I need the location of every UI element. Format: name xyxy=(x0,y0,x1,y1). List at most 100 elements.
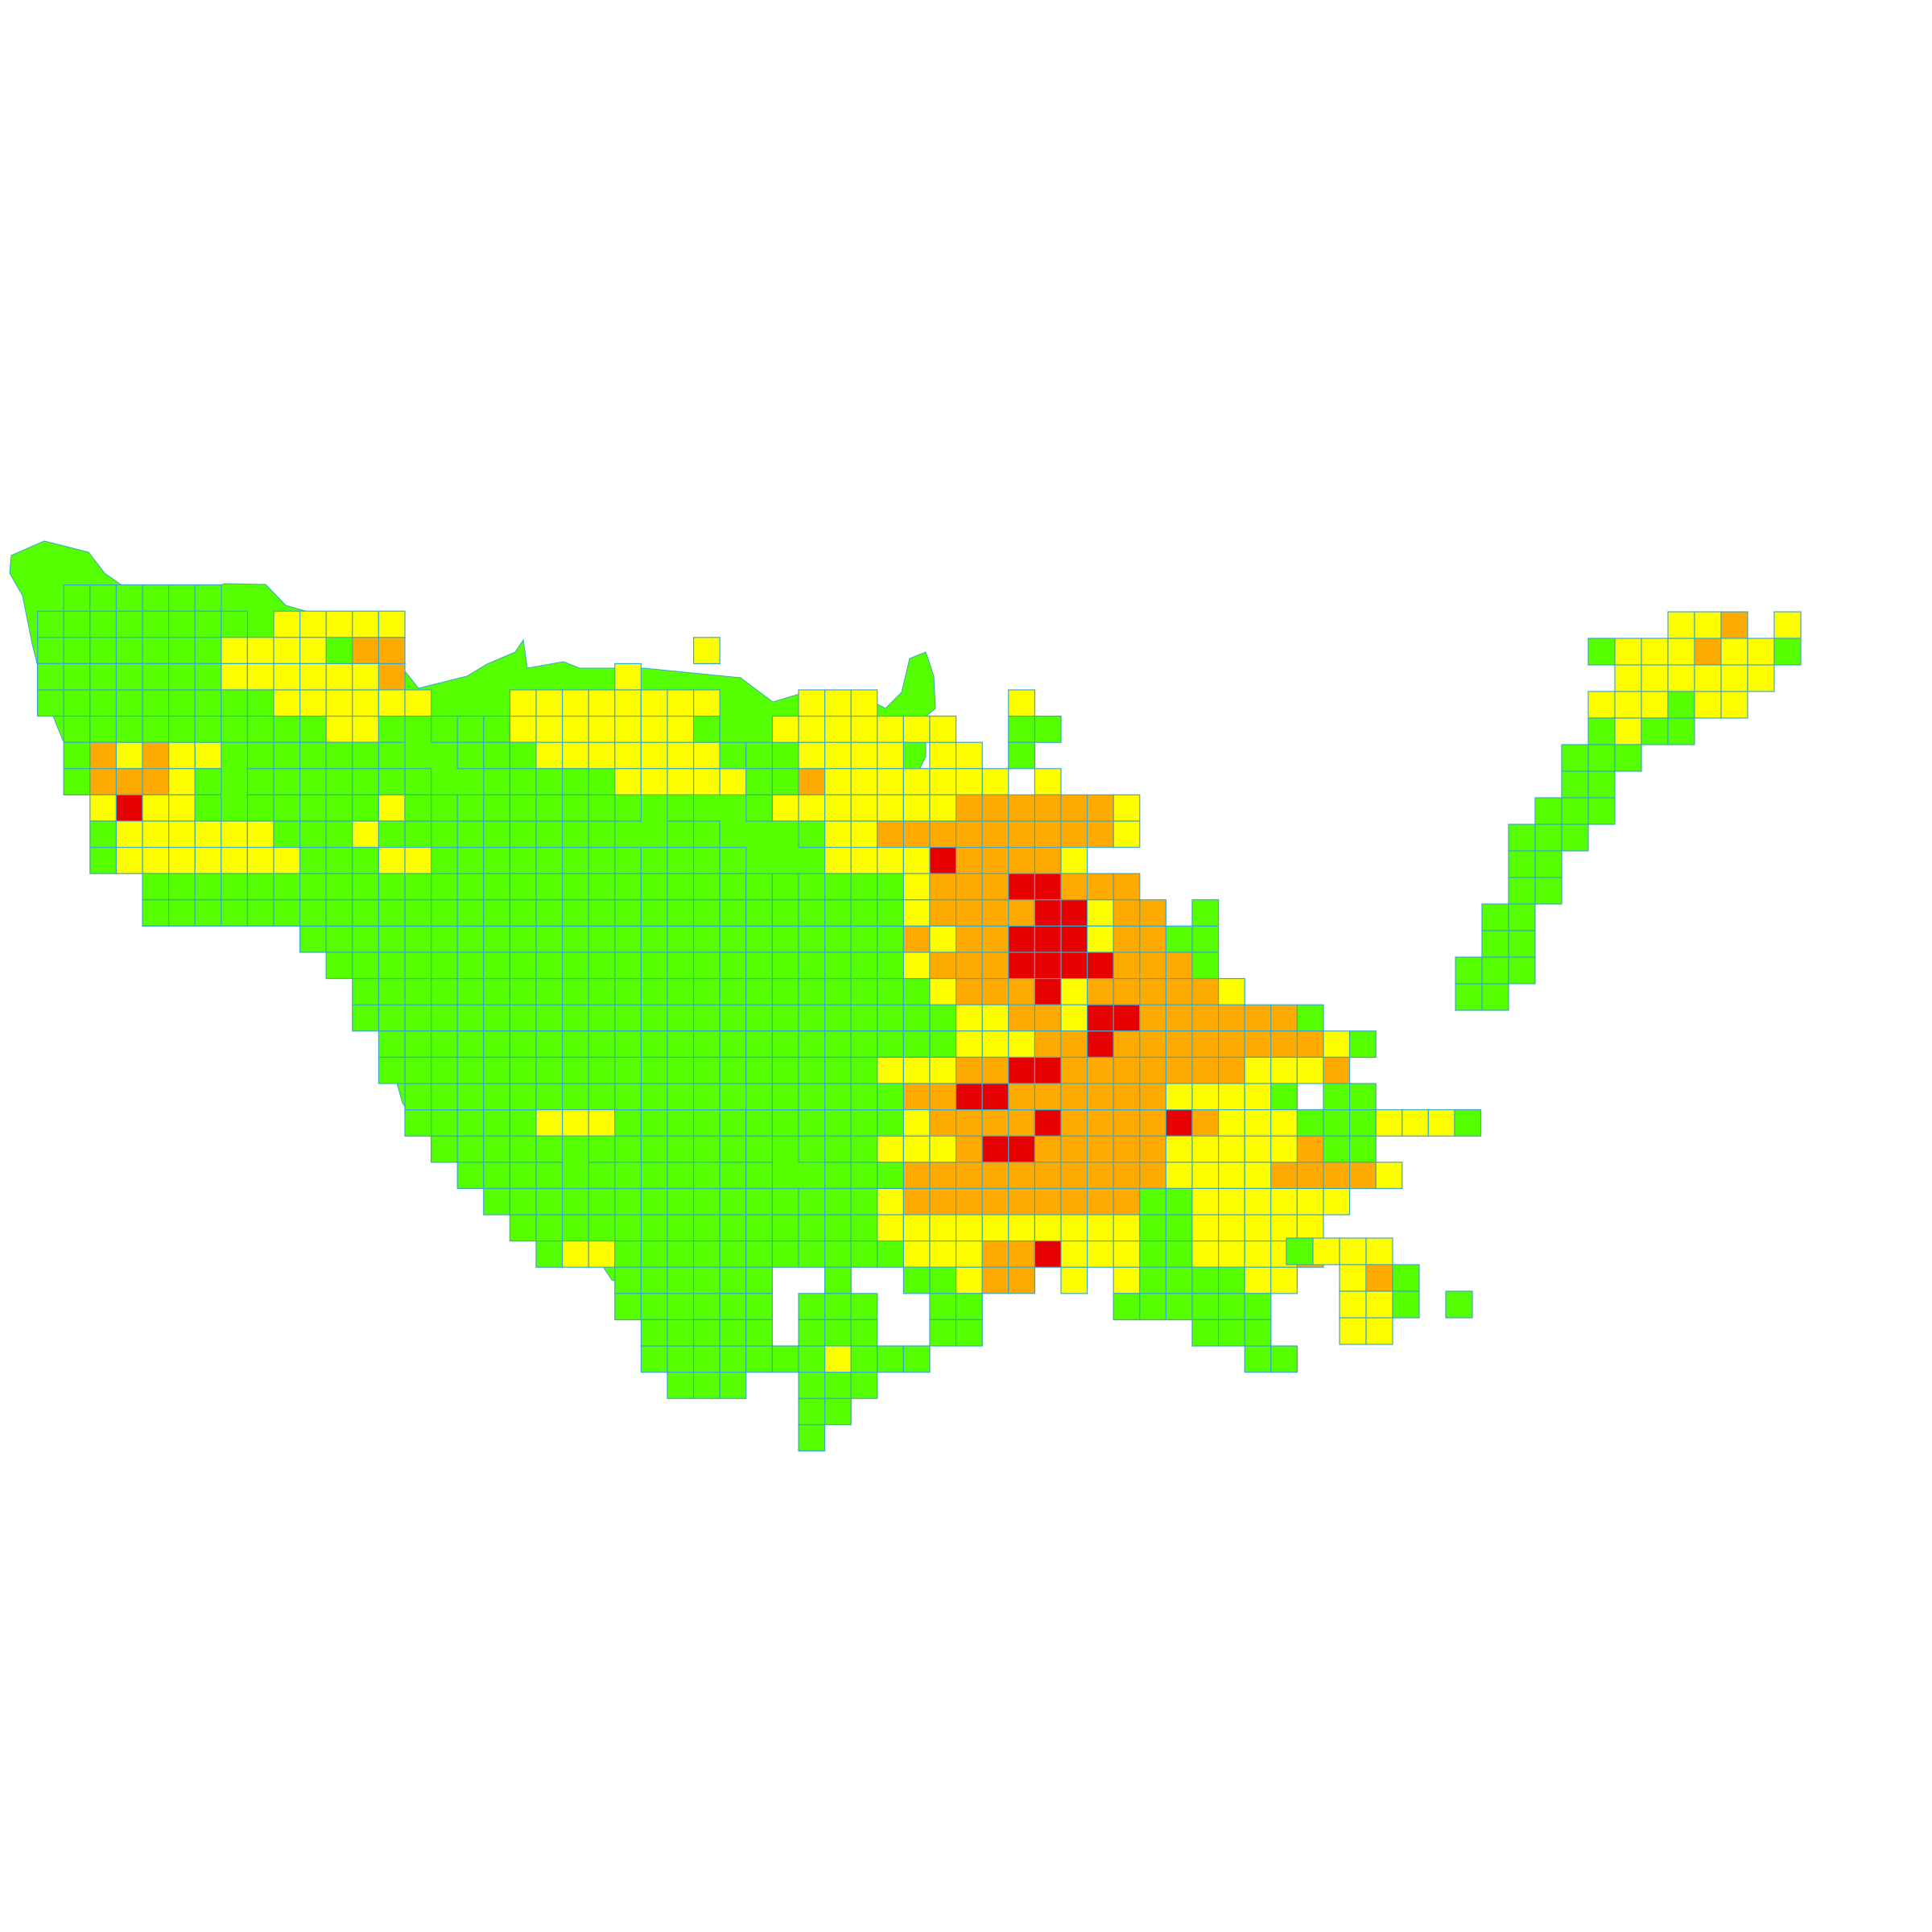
main-landmass-cell xyxy=(745,1293,773,1321)
main-landmass-cell xyxy=(509,1004,537,1032)
main-landmass-cell xyxy=(824,1240,852,1268)
main-landmass-cell xyxy=(824,1056,852,1084)
main-landmass-cell xyxy=(483,925,510,953)
main-landmass-cell xyxy=(692,1214,720,1242)
main-landmass-cell xyxy=(798,1345,826,1373)
main-landmass-cell xyxy=(1454,1108,1482,1137)
main-landmass-cell xyxy=(1270,1083,1298,1111)
main-landmass-cell xyxy=(692,952,720,980)
main-landmass-cell xyxy=(614,1004,642,1032)
main-landmass-cell xyxy=(667,741,695,770)
main-landmass-cell xyxy=(692,689,720,717)
main-landmass-cell xyxy=(850,1293,878,1321)
main-landmass-cell xyxy=(299,637,327,664)
main-landmass-cell xyxy=(929,1187,957,1216)
main-landmass-cell xyxy=(640,1135,668,1163)
main-landmass-cell xyxy=(509,715,537,743)
main-landmass-cell xyxy=(1270,1004,1298,1032)
main-landmass-cell xyxy=(404,873,432,901)
main-landmass-cell xyxy=(378,715,406,743)
main-landmass-cell xyxy=(850,1083,878,1111)
main-landmass-cell xyxy=(1034,1004,1062,1032)
peninsula-cell xyxy=(1312,1237,1340,1265)
main-landmass-cell xyxy=(1139,1108,1167,1137)
main-landmass-cell xyxy=(299,715,327,743)
main-landmass-cell xyxy=(378,741,406,770)
main-landmass-cell xyxy=(221,873,248,901)
main-landmass-cell xyxy=(509,1214,537,1242)
main-landmass-cell xyxy=(771,1030,799,1059)
island-cell xyxy=(1561,797,1589,825)
main-landmass-cell xyxy=(430,794,458,822)
main-landmass-cell xyxy=(1139,1083,1167,1111)
main-landmass-cell xyxy=(588,952,616,980)
main-landmass-cell xyxy=(902,873,931,901)
main-landmass-cell xyxy=(877,899,905,927)
main-landmass-cell xyxy=(1375,1162,1403,1190)
main-landmass-cell xyxy=(745,1345,773,1373)
main-landmass-cell xyxy=(824,1293,852,1321)
island-cell xyxy=(1534,850,1563,878)
main-landmass-cell xyxy=(1217,1240,1245,1268)
main-landmass-cell xyxy=(1008,899,1036,927)
main-landmass-cell xyxy=(246,846,275,874)
main-landmass-cell xyxy=(955,1135,983,1163)
main-landmass-cell xyxy=(1217,1108,1245,1137)
main-landmass-cell xyxy=(981,820,1009,848)
main-landmass-cell xyxy=(588,794,616,822)
main-landmass-cell xyxy=(588,1240,616,1268)
main-landmass-cell xyxy=(877,1004,905,1032)
main-landmass-cell xyxy=(692,715,720,743)
main-landmass-cell xyxy=(640,715,668,743)
main-landmass-cell xyxy=(692,1345,720,1373)
island-cell xyxy=(1694,638,1722,666)
main-landmass-cell xyxy=(168,715,196,743)
main-landmass-cell xyxy=(325,794,353,822)
main-landmass-cell xyxy=(246,715,275,743)
main-landmass-cell xyxy=(745,741,773,770)
main-landmass-cell xyxy=(1244,1240,1272,1268)
main-landmass-cell xyxy=(824,925,852,953)
main-landmass-cell xyxy=(1244,1056,1272,1084)
main-landmass-cell xyxy=(273,637,301,664)
main-landmass-cell xyxy=(1008,873,1036,901)
main-landmass-cell xyxy=(509,899,537,927)
main-landmass-cell xyxy=(404,689,432,717)
main-landmass-cell xyxy=(194,768,222,795)
main-landmass-cell xyxy=(850,689,878,717)
main-landmass-cell xyxy=(194,663,222,691)
main-landmass-cell xyxy=(1113,1135,1141,1163)
main-landmass-cell xyxy=(1086,1004,1114,1032)
main-landmass-cell xyxy=(692,899,720,927)
main-landmass-cell xyxy=(824,1108,852,1137)
main-landmass-cell xyxy=(850,925,878,953)
main-landmass-cell xyxy=(771,1108,799,1137)
main-landmass-cell xyxy=(273,741,301,770)
island-cell xyxy=(1587,797,1616,825)
main-landmass-cell xyxy=(929,1135,957,1163)
main-landmass-cell xyxy=(667,768,695,795)
island-cell xyxy=(1587,744,1616,772)
main-landmass-cell xyxy=(1191,1004,1220,1032)
main-landmass-cell xyxy=(352,820,379,848)
main-landmass-cell xyxy=(1323,1056,1351,1084)
main-landmass-cell xyxy=(824,1319,852,1347)
main-landmass-cell xyxy=(378,610,406,638)
main-landmass-cell xyxy=(745,1056,773,1084)
main-landmass-cell xyxy=(221,846,248,874)
main-landmass-cell xyxy=(246,873,275,901)
main-landmass-cell xyxy=(955,741,983,770)
main-landmass-cell xyxy=(456,794,485,822)
main-landmass-cell xyxy=(588,741,616,770)
main-landmass-cell xyxy=(352,794,379,822)
main-landmass-cell xyxy=(771,899,799,927)
main-landmass-cell xyxy=(745,1162,773,1190)
main-landmass-cell xyxy=(325,663,353,691)
main-landmass-cell xyxy=(1113,873,1141,901)
main-landmass-cell xyxy=(194,715,222,743)
main-landmass-cell xyxy=(535,1214,564,1242)
main-landmass-cell xyxy=(168,637,196,664)
main-landmass-cell xyxy=(692,977,720,1005)
main-landmass-cell xyxy=(142,741,170,770)
main-landmass-cell xyxy=(1323,1083,1351,1111)
